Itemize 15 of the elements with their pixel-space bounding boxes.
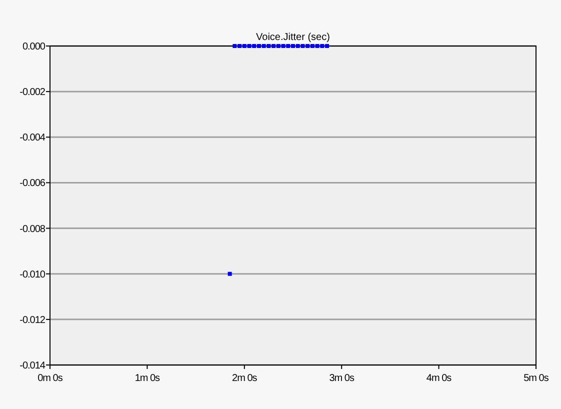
x-tick-label: 5m 0s <box>524 373 549 384</box>
x-tick-label: 3m 0s <box>329 373 354 384</box>
x-tick-label: 1m 0s <box>134 373 160 384</box>
chart-title: Voice.Jitter (sec) <box>256 32 330 43</box>
y-tick-label: -0.002 <box>20 87 46 98</box>
x-tick-label: 0m 0s <box>38 373 63 384</box>
y-tick-label: -0.006 <box>20 178 46 190</box>
y-tick-label: -0.004 <box>20 132 46 144</box>
y-tick-label: 0.000 <box>22 42 46 52</box>
y-tick-label: -0.010 <box>20 269 46 280</box>
y-tick-label: -0.008 <box>20 224 46 235</box>
y-tick-label: -0.012 <box>20 314 46 326</box>
y-tick-label: -0.014 <box>20 360 46 372</box>
x-tick-label: 2m 0s <box>232 373 258 384</box>
x-tick-label: 4m 0s <box>426 373 452 384</box>
